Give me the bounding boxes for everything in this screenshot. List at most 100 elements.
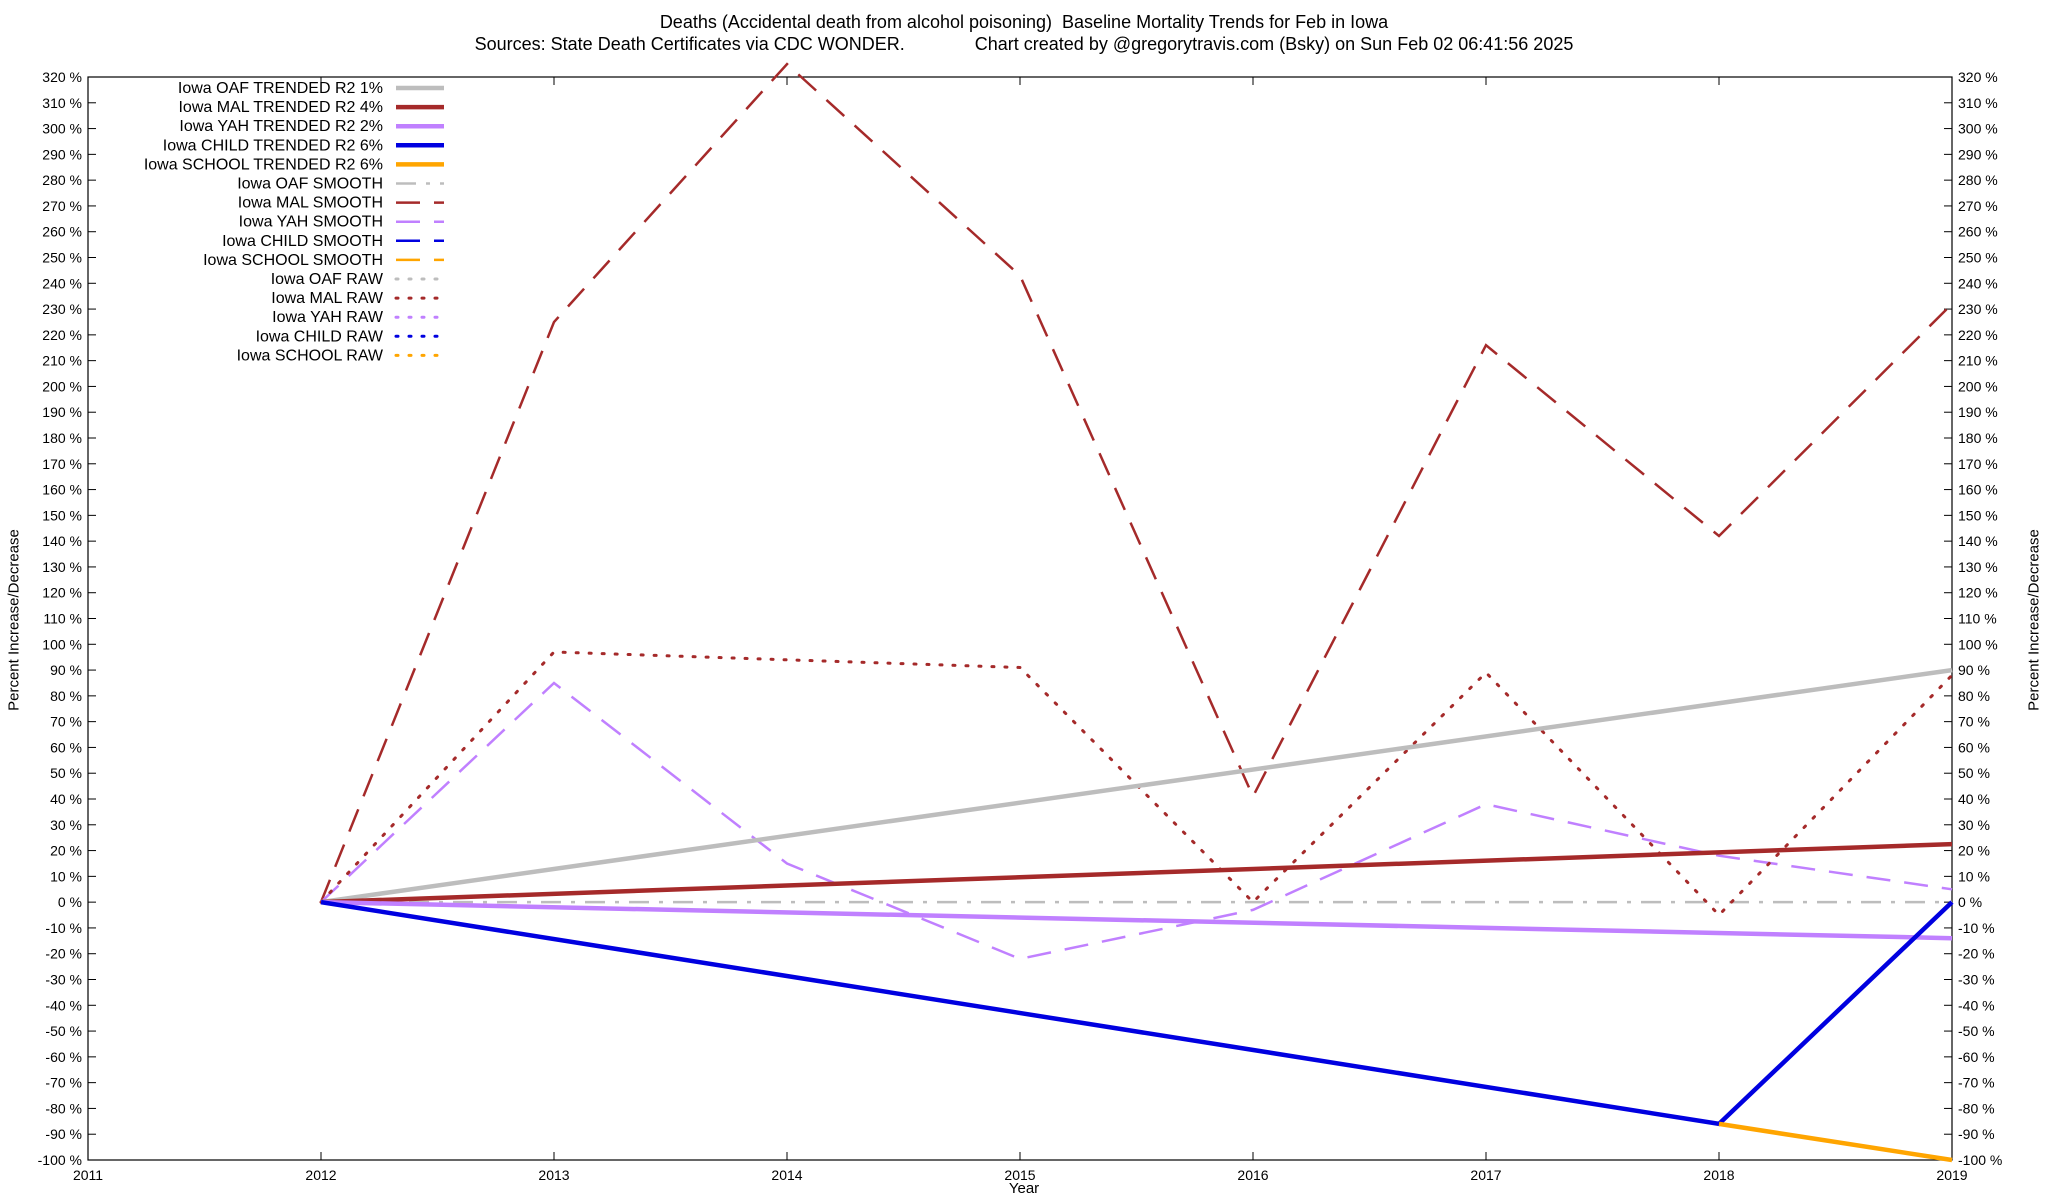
y-tick-label-right: 30 % [1958, 817, 1990, 833]
y-tick-label-left: -30 % [45, 972, 82, 988]
y-tick-label-left: 180 % [42, 430, 82, 446]
legend-label: Iowa OAF RAW [271, 271, 384, 288]
y-tick-label-right: -100 % [1958, 1152, 2002, 1168]
y-tick-label-left: 70 % [50, 714, 82, 730]
series-line [320, 667, 1953, 905]
y-tick-label-left: -60 % [45, 1049, 82, 1065]
series-line [319, 62, 1953, 903]
y-tick-label-left: -80 % [45, 1100, 82, 1116]
y-tick-label-right: 80 % [1958, 688, 1990, 704]
y-tick-label-right: 20 % [1958, 843, 1990, 859]
y-tick-label-right: -90 % [1958, 1126, 1995, 1142]
y-tick-label-left: 160 % [42, 482, 82, 498]
y-tick-label-right: 100 % [1958, 636, 1998, 652]
y-tick-label-left: 100 % [42, 636, 82, 652]
y-tick-label-left: 60 % [50, 739, 82, 755]
series-line [320, 899, 1954, 1127]
legend-label: Iowa MAL RAW [271, 290, 384, 307]
y-tick-label-left: 310 % [42, 95, 82, 111]
series-lines [319, 62, 1954, 1163]
y-tick-label-right: 120 % [1958, 585, 1998, 601]
y-tick-label-right: 150 % [1958, 507, 1998, 523]
y-tick-label-left: 30 % [50, 817, 82, 833]
y-tick-label-left: 220 % [42, 327, 82, 343]
x-tick-label: 2019 [1936, 1167, 1967, 1183]
y-tick-label-right: 250 % [1958, 250, 1998, 266]
y-tick-label-left: 260 % [42, 224, 82, 240]
y-tick-label-right: -20 % [1958, 946, 1995, 962]
chart-title: Deaths (Accidental death from alcohol po… [659, 12, 1389, 32]
x-tick-label: 2011 [73, 1167, 103, 1183]
y-tick-label-right: 40 % [1958, 791, 1990, 807]
x-tick-label: 2015 [1004, 1167, 1035, 1183]
y-tick-label-left: 10 % [50, 868, 82, 884]
y-tick-label-left: -100 % [38, 1152, 82, 1168]
legend-label: Iowa SCHOOL SMOOTH [203, 252, 383, 269]
x-axis-title: Year [1008, 1180, 1040, 1197]
legend-label: Iowa CHILD SMOOTH [222, 233, 383, 250]
legend-label: Iowa OAF TRENDED R2 1% [178, 80, 383, 97]
legend-label: Iowa SCHOOL RAW [237, 347, 384, 364]
y-tick-label-right: 0 % [1958, 894, 1982, 910]
legend-label: Iowa CHILD TRENDED R2 6% [163, 137, 383, 154]
series-line [320, 841, 1953, 905]
y-tick-label-right: 90 % [1958, 662, 1990, 678]
y-tick-label-right: 60 % [1958, 739, 1990, 755]
x-tick-label: 2016 [1237, 1167, 1268, 1183]
y-tick-label-right: -40 % [1958, 997, 1995, 1013]
y-tick-label-left: 80 % [50, 688, 82, 704]
y-tick-label-left: 130 % [42, 559, 82, 575]
y-tick-label-left: -10 % [45, 920, 82, 936]
y-tick-label-left: 110 % [43, 611, 82, 627]
y-tick-label-right: 160 % [1958, 482, 1998, 498]
y-tick-label-left: 20 % [50, 843, 82, 859]
y-tick-label-left: 300 % [42, 121, 82, 137]
y-tick-label-left: 90 % [50, 662, 82, 678]
x-tick-label: 2017 [1470, 1167, 1501, 1183]
y-tick-label-left: 150 % [42, 507, 82, 523]
chart-subtitle: Sources: State Death Certificates via CD… [474, 34, 1574, 54]
legend: Iowa OAF TRENDED R2 1% Iowa MAL TRENDED R… [144, 80, 446, 364]
y-tick-label-left: 140 % [42, 533, 82, 549]
y-tick-label-right: 280 % [1958, 172, 1998, 188]
y-tick-label-left: 270 % [42, 198, 82, 214]
y-tick-label-right: 140 % [1958, 533, 1998, 549]
legend-label: Iowa YAH TRENDED R2 2% [179, 118, 383, 135]
y-tick-label-left: -90 % [45, 1126, 82, 1142]
y-tick-label-right: 290 % [1958, 146, 1998, 162]
y-tick-label-right: 50 % [1958, 765, 1990, 781]
y-tick-label-left: 230 % [42, 301, 82, 317]
y-tick-label-right: -30 % [1958, 972, 1995, 988]
y-tick-label-left: 250 % [42, 250, 82, 266]
y-tick-label-right: 190 % [1958, 404, 1998, 420]
y-tick-label-right: 180 % [1958, 430, 1998, 446]
x-tick-label: 2012 [305, 1167, 336, 1183]
y-tick-label-right: 70 % [1958, 714, 1990, 730]
y-tick-label-left: 50 % [50, 765, 82, 781]
axes: -100 % -100 % -90 % -90 % -80 % -80 % -70 % -70… [38, 69, 2003, 1183]
legend-label: Iowa MAL SMOOTH [238, 195, 383, 212]
y-tick-label-right: 230 % [1958, 301, 1998, 317]
y-tick-label-right: 210 % [1958, 353, 1998, 369]
x-tick-label: 2018 [1703, 1167, 1734, 1183]
y-tick-label-right: -70 % [1958, 1075, 1995, 1091]
y-tick-label-right: 260 % [1958, 224, 1998, 240]
y-tick-label-right: 130 % [1958, 559, 1998, 575]
y-tick-label-right: -80 % [1958, 1100, 1995, 1116]
legend-label: Iowa YAH RAW [272, 309, 384, 326]
y-tick-label-right: 220 % [1958, 327, 1998, 343]
y-tick-label-left: -70 % [45, 1075, 82, 1091]
y-tick-label-right: 240 % [1958, 275, 1998, 291]
y-tick-label-left: 170 % [42, 456, 82, 472]
y-tick-label-right: -10 % [1958, 920, 1995, 936]
x-tick-label: 2014 [771, 1167, 802, 1183]
y-tick-label-left: 280 % [42, 172, 82, 188]
y-tick-label-left: 190 % [42, 404, 82, 420]
y-tick-label-left: -20 % [45, 946, 82, 962]
series-line [320, 681, 1953, 961]
y-tick-label-left: -40 % [45, 997, 82, 1013]
y-tick-label-right: 270 % [1958, 198, 1998, 214]
y-tick-label-right: 10 % [1958, 868, 1990, 884]
legend-label: Iowa MAL TRENDED R2 4% [178, 99, 383, 116]
